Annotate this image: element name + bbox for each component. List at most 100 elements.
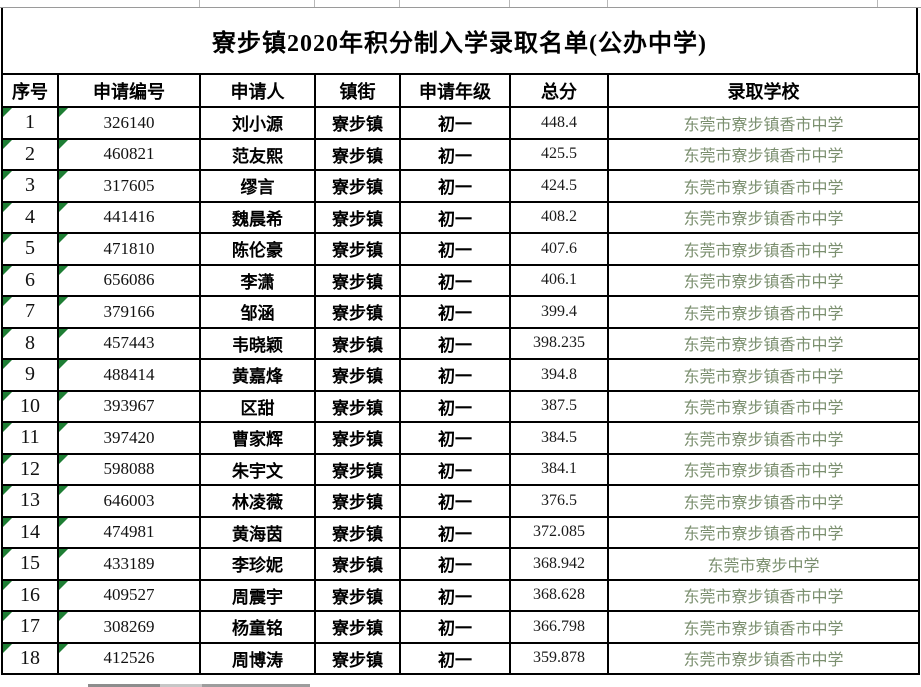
cell-total-score[interactable]: 394.8: [509, 358, 609, 392]
cell-seq[interactable]: 2: [1, 137, 59, 171]
cell-seq[interactable]: 13: [1, 484, 59, 518]
cell-admitted-school[interactable]: 东莞市寮步镇香市中学: [607, 326, 920, 360]
cell-total-score[interactable]: 384.5: [509, 421, 609, 455]
cell-admitted-school[interactable]: 东莞市寮步镇香市中学: [607, 452, 920, 486]
cell-admitted-school[interactable]: 东莞市寮步镇香市中学: [607, 137, 920, 171]
cell-total-score[interactable]: 408.2: [509, 200, 609, 234]
cell-town[interactable]: 寮步镇: [314, 232, 401, 266]
cell-total-score[interactable]: 407.6: [509, 232, 609, 266]
cell-seq[interactable]: 3: [1, 169, 59, 203]
cell-applicant[interactable]: 杨童铭: [199, 610, 316, 644]
cell-grade[interactable]: 初一: [399, 515, 511, 549]
cell-grade[interactable]: 初一: [399, 421, 511, 455]
cell-grade[interactable]: 初一: [399, 263, 511, 297]
cell-town[interactable]: 寮步镇: [314, 137, 401, 171]
cell-seq[interactable]: 4: [1, 200, 59, 234]
cell-grade[interactable]: 初一: [399, 232, 511, 266]
cell-admitted-school[interactable]: 东莞市寮步镇香市中学: [607, 200, 920, 234]
cell-applicant[interactable]: 曹家辉: [199, 421, 316, 455]
cell-application-number[interactable]: 656086: [57, 263, 201, 297]
cell-town[interactable]: 寮步镇: [314, 547, 401, 581]
cell-admitted-school[interactable]: 东莞市寮步镇香市中学: [607, 610, 920, 644]
header-applicant[interactable]: 申请人: [199, 73, 316, 108]
cell-application-number[interactable]: 397420: [57, 421, 201, 455]
cell-seq[interactable]: 8: [1, 326, 59, 360]
cell-application-number[interactable]: 326140: [57, 106, 201, 140]
cell-town[interactable]: 寮步镇: [314, 106, 401, 140]
cell-seq[interactable]: 10: [1, 389, 59, 423]
cell-applicant[interactable]: 黄嘉烽: [199, 358, 316, 392]
cell-grade[interactable]: 初一: [399, 389, 511, 423]
cell-town[interactable]: 寮步镇: [314, 641, 401, 675]
cell-applicant[interactable]: 黄海茵: [199, 515, 316, 549]
cell-town[interactable]: 寮步镇: [314, 484, 401, 518]
cell-total-score[interactable]: 366.798: [509, 610, 609, 644]
cell-application-number[interactable]: 393967: [57, 389, 201, 423]
header-seq[interactable]: 序号: [1, 73, 59, 108]
cell-admitted-school[interactable]: 东莞市寮步镇香市中学: [607, 232, 920, 266]
cell-town[interactable]: 寮步镇: [314, 200, 401, 234]
cell-town[interactable]: 寮步镇: [314, 326, 401, 360]
cell-grade[interactable]: 初一: [399, 295, 511, 329]
cell-seq[interactable]: 12: [1, 452, 59, 486]
cell-applicant[interactable]: 邹涵: [199, 295, 316, 329]
header-town[interactable]: 镇街: [314, 73, 401, 108]
cell-admitted-school[interactable]: 东莞市寮步镇香市中学: [607, 421, 920, 455]
cell-admitted-school[interactable]: 东莞市寮步镇香市中学: [607, 263, 920, 297]
cell-grade[interactable]: 初一: [399, 137, 511, 171]
cell-town[interactable]: 寮步镇: [314, 358, 401, 392]
cell-seq[interactable]: 6: [1, 263, 59, 297]
cell-town[interactable]: 寮步镇: [314, 578, 401, 612]
cell-grade[interactable]: 初一: [399, 106, 511, 140]
header-total-score[interactable]: 总分: [509, 73, 609, 108]
cell-admitted-school[interactable]: 东莞市寮步镇香市中学: [607, 578, 920, 612]
cell-applicant[interactable]: 缪言: [199, 169, 316, 203]
cell-application-number[interactable]: 646003: [57, 484, 201, 518]
cell-seq[interactable]: 17: [1, 610, 59, 644]
cell-total-score[interactable]: 398.235: [509, 326, 609, 360]
cell-application-number[interactable]: 460821: [57, 137, 201, 171]
cell-town[interactable]: 寮步镇: [314, 421, 401, 455]
cell-admitted-school[interactable]: 东莞市寮步镇香市中学: [607, 515, 920, 549]
cell-admitted-school[interactable]: 东莞市寮步镇香市中学: [607, 641, 920, 675]
cell-total-score[interactable]: 368.942: [509, 547, 609, 581]
cell-total-score[interactable]: 372.085: [509, 515, 609, 549]
cell-applicant[interactable]: 林凌薇: [199, 484, 316, 518]
cell-application-number[interactable]: 409527: [57, 578, 201, 612]
cell-town[interactable]: 寮步镇: [314, 610, 401, 644]
cell-applicant[interactable]: 李珍妮: [199, 547, 316, 581]
cell-total-score[interactable]: 368.628: [509, 578, 609, 612]
cell-admitted-school[interactable]: 东莞市寮步镇香市中学: [607, 169, 920, 203]
cell-town[interactable]: 寮步镇: [314, 515, 401, 549]
cell-admitted-school[interactable]: 东莞市寮步镇香市中学: [607, 358, 920, 392]
cell-admitted-school[interactable]: 东莞市寮步镇香市中学: [607, 484, 920, 518]
cell-total-score[interactable]: 376.5: [509, 484, 609, 518]
cell-application-number[interactable]: 308269: [57, 610, 201, 644]
cell-application-number[interactable]: 471810: [57, 232, 201, 266]
cell-seq[interactable]: 16: [1, 578, 59, 612]
cell-seq[interactable]: 7: [1, 295, 59, 329]
cell-admitted-school[interactable]: 东莞市寮步镇香市中学: [607, 295, 920, 329]
cell-application-number[interactable]: 441416: [57, 200, 201, 234]
cell-total-score[interactable]: 424.5: [509, 169, 609, 203]
cell-application-number[interactable]: 412526: [57, 641, 201, 675]
cell-grade[interactable]: 初一: [399, 326, 511, 360]
cell-admitted-school[interactable]: 东莞市寮步镇香市中学: [607, 389, 920, 423]
cell-town[interactable]: 寮步镇: [314, 263, 401, 297]
cell-seq[interactable]: 14: [1, 515, 59, 549]
cell-admitted-school[interactable]: 东莞市寮步镇香市中学: [607, 106, 920, 140]
cell-grade[interactable]: 初一: [399, 358, 511, 392]
cell-grade[interactable]: 初一: [399, 641, 511, 675]
cell-total-score[interactable]: 387.5: [509, 389, 609, 423]
cell-applicant[interactable]: 周博涛: [199, 641, 316, 675]
cell-applicant[interactable]: 刘小源: [199, 106, 316, 140]
cell-grade[interactable]: 初一: [399, 452, 511, 486]
cell-applicant[interactable]: 魏晨希: [199, 200, 316, 234]
cell-grade[interactable]: 初一: [399, 578, 511, 612]
cell-total-score[interactable]: 406.1: [509, 263, 609, 297]
cell-seq[interactable]: 1: [1, 106, 59, 140]
cell-applicant[interactable]: 朱宇文: [199, 452, 316, 486]
cell-seq[interactable]: 18: [1, 641, 59, 675]
header-grade[interactable]: 申请年级: [399, 73, 511, 108]
cell-application-number[interactable]: 598088: [57, 452, 201, 486]
